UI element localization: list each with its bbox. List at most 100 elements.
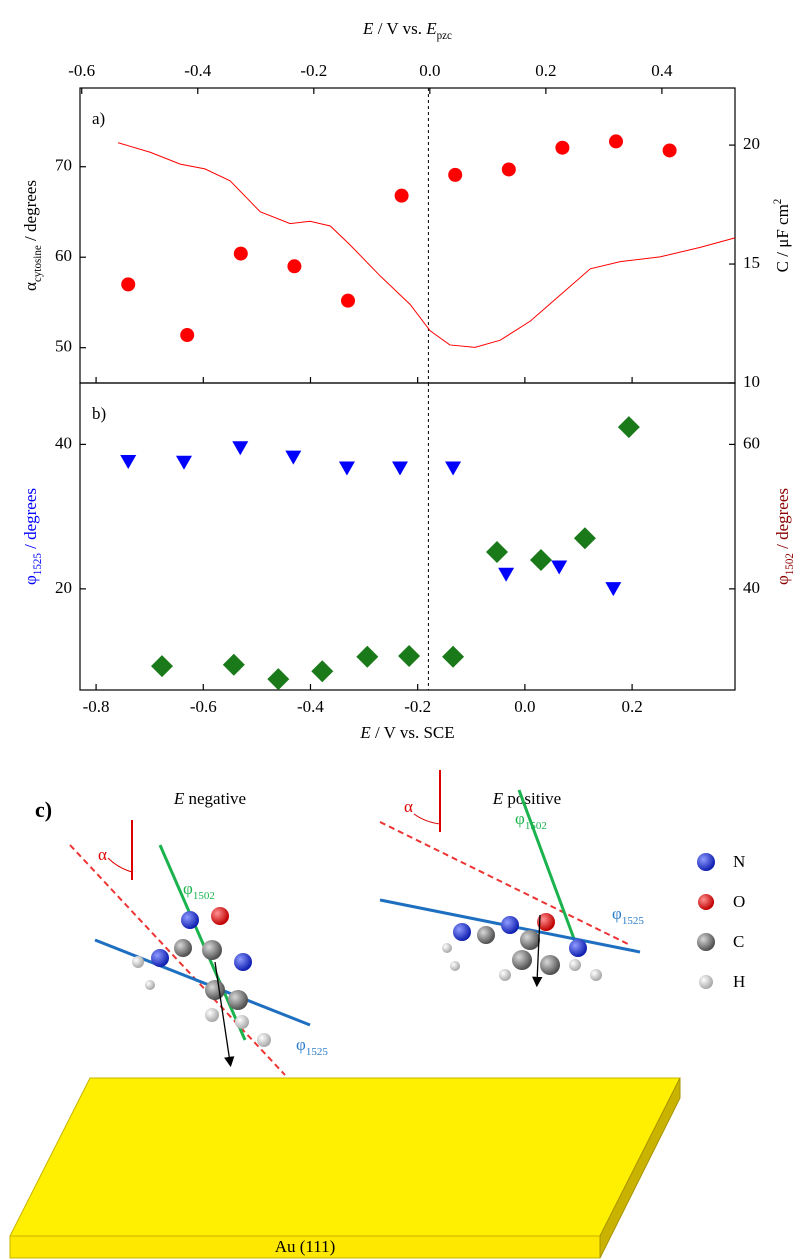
point: [341, 293, 356, 308]
legend-label: H: [733, 972, 745, 991]
y2-tick-label: 60: [743, 433, 760, 452]
dipole-arrow: [214, 961, 235, 1068]
y-axis-label: φ1525 / degrees: [21, 488, 44, 585]
point: [287, 259, 302, 274]
point: [151, 655, 174, 678]
label-part: 2: [772, 199, 784, 205]
label-part: α: [21, 282, 40, 291]
x-tick-label: -0.2: [404, 697, 431, 716]
molecular-axis: [379, 821, 631, 946]
y2-tick-label: 40: [743, 578, 760, 597]
label-part: φ: [515, 809, 525, 828]
point: [445, 461, 462, 476]
label-part: 1525: [622, 915, 645, 927]
label-part: / degrees: [21, 180, 40, 245]
point: [555, 140, 570, 155]
point: [222, 653, 245, 676]
y-tick-label: 60: [55, 246, 72, 265]
angle-label: α: [404, 797, 413, 816]
x-tick-label: -0.6: [190, 697, 217, 716]
plot-frame: [79, 382, 736, 691]
label-part: pzc: [437, 30, 452, 42]
panel-label: b): [92, 404, 106, 423]
x2-tick-label: 0.4: [651, 61, 673, 80]
diagram-title: E negative: [173, 789, 246, 808]
x2-tick-label: 0.2: [535, 61, 556, 80]
point: [442, 645, 465, 668]
label-part: φ: [296, 1035, 306, 1054]
substrate-label: Au (111): [275, 1237, 336, 1256]
x2-tick-label: -0.4: [184, 61, 211, 80]
label-part: E: [362, 19, 374, 38]
phi-1502-line: [158, 844, 247, 1041]
molecule: [442, 913, 602, 981]
label-part: 1525: [32, 553, 44, 576]
point: [267, 668, 290, 691]
molecular-axis: [69, 844, 286, 1076]
legend-label: O: [733, 892, 745, 911]
angle-label: φ1502: [183, 879, 215, 902]
angle-arc: [107, 857, 133, 873]
point: [448, 167, 463, 182]
molecule: [132, 907, 271, 1047]
label-part: cytosine: [32, 245, 44, 282]
point: [285, 450, 302, 465]
label-part: 1502: [193, 890, 215, 902]
point: [120, 455, 137, 470]
y2-axis-label: C / μF cm2: [772, 199, 792, 273]
label-part: / V vs.: [373, 19, 426, 38]
x-tick-label: -0.8: [83, 697, 110, 716]
dipole-arrow: [532, 914, 543, 988]
panel-label: c): [35, 797, 52, 822]
point: [609, 134, 624, 149]
point: [121, 277, 136, 292]
label-part: φ: [612, 904, 622, 923]
x2-axis-label: E / V vs. Epzc: [362, 19, 452, 42]
label-part: φ: [183, 879, 193, 898]
label-part: 1502: [784, 553, 796, 575]
x-tick-label: 0.0: [514, 697, 535, 716]
diagram: c) E negative E positive α φ1502 φ1525 α…: [9, 770, 745, 1259]
phi-1525-line: [94, 938, 311, 1027]
legend-label: N: [733, 852, 745, 871]
plot-frame: [79, 87, 736, 384]
y2-tick-label: 15: [743, 253, 760, 272]
point: [551, 560, 568, 575]
title-part: positive: [503, 789, 561, 808]
point: [356, 645, 379, 668]
x2-tick-label: -0.6: [68, 61, 95, 80]
capacitance-line: [117, 142, 736, 348]
point: [180, 328, 195, 343]
y-tick-label: 20: [55, 578, 72, 597]
point: [311, 660, 334, 683]
point: [529, 548, 552, 571]
label-part: 1525: [306, 1046, 329, 1058]
point: [232, 441, 249, 456]
x-tick-label: 0.2: [621, 697, 642, 716]
label-part: 1502: [525, 820, 547, 832]
point: [662, 143, 677, 158]
label-part: E: [359, 723, 371, 742]
point: [175, 455, 192, 470]
y-tick-label: 70: [55, 156, 72, 175]
point: [605, 582, 622, 597]
angle-label: α: [98, 845, 107, 864]
label-part: φ: [773, 575, 792, 585]
legend-label: C: [733, 932, 744, 951]
label-part: / degrees: [773, 488, 792, 553]
point: [394, 188, 409, 203]
angle-label: φ1525: [296, 1035, 328, 1058]
label-part: E: [425, 19, 437, 38]
x2-tick-label: -0.2: [300, 61, 327, 80]
point: [391, 461, 408, 476]
title-part: negative: [184, 789, 246, 808]
point: [486, 541, 509, 564]
point: [617, 416, 640, 439]
y2-axis-label: φ1502 / degrees: [773, 488, 796, 585]
x2-tick-label: 0.0: [419, 61, 440, 80]
label-part: φ: [21, 575, 40, 585]
angle-label: φ1502: [515, 809, 547, 832]
x-axis-label: E / V vs. SCE: [359, 723, 454, 742]
y2-tick-label: 10: [743, 372, 760, 391]
